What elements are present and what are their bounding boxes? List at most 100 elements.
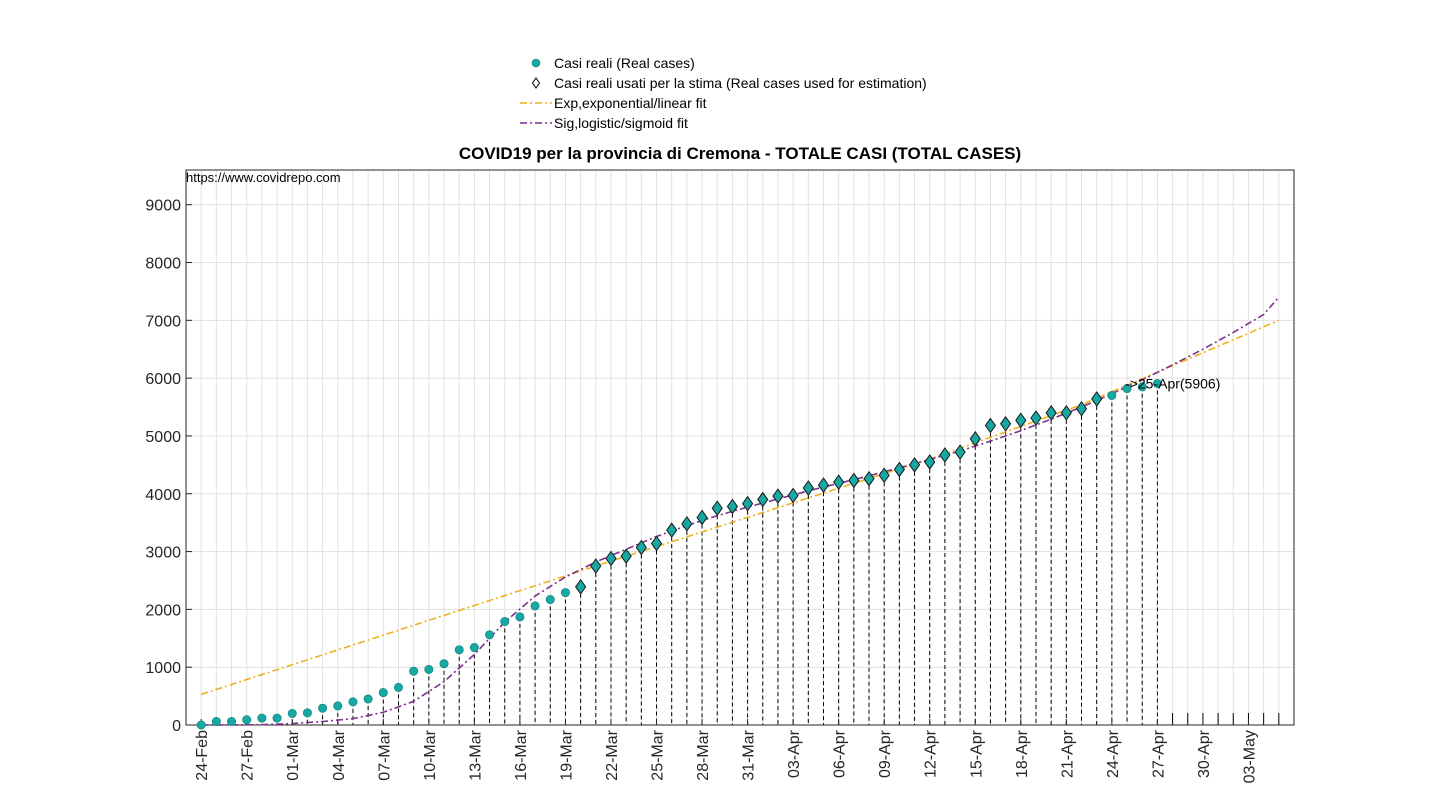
real-point xyxy=(515,612,525,622)
x-tick-label: 13-Mar xyxy=(467,729,484,780)
x-tick-label: 09-Apr xyxy=(877,729,894,778)
used-point xyxy=(1075,400,1088,417)
real-point xyxy=(211,717,221,727)
real-point xyxy=(1122,384,1132,394)
y-tick-label: 2000 xyxy=(145,602,181,619)
used-point xyxy=(908,456,921,473)
real-point xyxy=(469,643,479,653)
used-point xyxy=(924,454,936,470)
real-point xyxy=(257,713,267,723)
x-tick-label: 27-Apr xyxy=(1150,729,1167,778)
real-point xyxy=(424,664,434,674)
x-tick-label: 06-Apr xyxy=(832,729,849,778)
x-tick-label: 16-Mar xyxy=(513,729,530,780)
real-point xyxy=(454,645,464,655)
real-point xyxy=(485,630,495,640)
used-point xyxy=(605,550,617,567)
grid xyxy=(186,170,1295,726)
used-point xyxy=(1060,404,1072,421)
used-point xyxy=(833,474,845,491)
legend-label: Exp,exponential/linear fit xyxy=(554,95,707,111)
x-tick-label: 01-Mar xyxy=(285,729,302,780)
used-point xyxy=(726,498,739,515)
exp-fit-line xyxy=(200,319,1280,696)
used-point xyxy=(772,488,784,504)
real-point xyxy=(242,715,252,725)
real-point xyxy=(302,708,312,718)
annotations: ->25-Apr(5906) xyxy=(1125,376,1220,392)
real-point xyxy=(1137,382,1147,392)
used-point xyxy=(1000,415,1012,432)
used-point xyxy=(848,472,860,489)
real-point xyxy=(196,720,206,730)
used-point xyxy=(696,509,708,526)
x-tick-label: 24-Feb xyxy=(194,730,211,781)
y-tick-label: 5000 xyxy=(145,429,181,446)
legend: Casi reali (Real cases) Casi reali usati … xyxy=(520,55,927,131)
dashed-stems xyxy=(215,383,1295,725)
x-tick-label: 18-Apr xyxy=(1014,729,1031,778)
used-point xyxy=(863,470,875,487)
used-point xyxy=(635,539,647,556)
used-point xyxy=(620,548,632,565)
real-point xyxy=(409,666,419,676)
real-point xyxy=(1152,379,1162,389)
x-tick-label: 27-Feb xyxy=(240,730,257,781)
source-text: https://www.covidrepo.com xyxy=(186,170,341,185)
x-tick-label: 25-Mar xyxy=(650,729,667,780)
used-point xyxy=(802,480,814,496)
y-tick-label: 3000 xyxy=(145,545,181,562)
used-point xyxy=(878,467,890,484)
y-tick-label: 6000 xyxy=(145,371,181,388)
x-axis: 24-Feb 27-Feb 01-Mar 04-Mar 07-Mar 10-Mar 13-M… xyxy=(194,719,1258,783)
real-point xyxy=(348,697,358,707)
legend-label: Casi reali usati per la stima (Real case… xyxy=(554,75,927,91)
x-tick-label: 12-Apr xyxy=(923,729,940,778)
x-tick-label: 10-Mar xyxy=(422,729,439,780)
used-point xyxy=(984,417,997,434)
used-point xyxy=(666,522,678,539)
legend-marker-used xyxy=(531,77,541,89)
used-point xyxy=(681,515,693,532)
x-tick-label: 28-Mar xyxy=(695,729,712,780)
x-tick-label: 15-Apr xyxy=(968,729,985,778)
real-point xyxy=(393,682,403,692)
x-tick-label: 19-Mar xyxy=(558,729,575,780)
y-tick-label: 4000 xyxy=(145,487,181,504)
real-point xyxy=(560,588,570,598)
used-point xyxy=(575,578,587,595)
x-tick-label: 24-Apr xyxy=(1105,729,1122,778)
real-point xyxy=(363,694,373,704)
used-point xyxy=(954,444,966,460)
used-point xyxy=(1045,404,1057,421)
real-point xyxy=(227,717,237,727)
real-point xyxy=(439,659,449,669)
real-point xyxy=(378,688,388,698)
sig-fit-line xyxy=(201,296,1280,726)
real-point xyxy=(272,713,282,723)
x-tick-label: 31-Mar xyxy=(741,729,758,780)
y-tick-label: 1000 xyxy=(145,660,181,677)
x-tick-label: 30-Apr xyxy=(1196,729,1213,778)
used-point xyxy=(787,487,799,504)
fit-lines xyxy=(200,296,1280,726)
used-point xyxy=(817,477,830,493)
used-point xyxy=(1091,391,1103,407)
annotation-label: ->25-Apr(5906) xyxy=(1125,376,1220,392)
plot-frame xyxy=(185,169,1295,726)
legend-label: Sig,logistic/sigmoid fit xyxy=(554,115,688,131)
real-point xyxy=(1107,390,1117,400)
used-point xyxy=(1030,410,1042,426)
used-point xyxy=(711,500,723,517)
real-point xyxy=(545,595,555,605)
legend-label: Casi reali (Real cases) xyxy=(554,55,695,71)
x-tick-label: 21-Apr xyxy=(1059,729,1076,778)
x-tick-label: 07-Mar xyxy=(376,729,393,780)
used-point xyxy=(757,491,769,508)
x-tick-label: 03-Apr xyxy=(786,729,803,778)
real-point xyxy=(287,708,297,718)
real-point xyxy=(500,617,510,627)
y-axis: 0 1000 2000 3000 4000 5000 6000 7000 8000 9000 xyxy=(145,198,192,735)
y-tick-label: 7000 xyxy=(145,313,181,330)
